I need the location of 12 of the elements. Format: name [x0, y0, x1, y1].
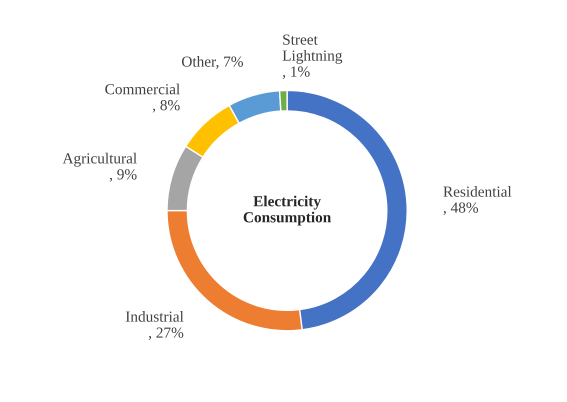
slice-label: Commercial [105, 84, 180, 94]
data-label: , 27% [148, 327, 184, 340]
slice-label: Agricultural [62, 152, 137, 167]
data-label: , 48% [444, 202, 478, 215]
data-label: , 9% [110, 169, 137, 182]
slice-label: Other, 7% [182, 56, 244, 69]
slice-label: Street Lightning [282, 34, 342, 64]
data-label: , 1% [282, 66, 310, 79]
text: Electricity Consumption [244, 196, 332, 226]
data-label: , 8% [152, 100, 180, 113]
slice-label: Industrial [126, 311, 184, 322]
slice-label: Residential [443, 186, 512, 197]
